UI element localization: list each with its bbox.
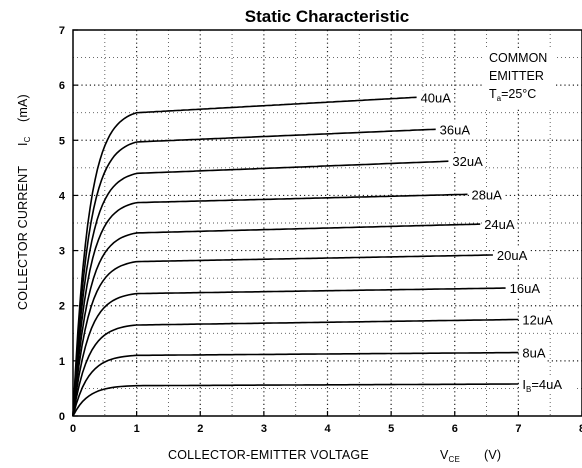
curve-label-40uA: 40uA	[421, 90, 452, 105]
x-tick-label: 7	[515, 423, 521, 435]
curves	[72, 96, 519, 417]
condition-annotation: COMMON EMITTER Ta=25°C	[484, 48, 554, 108]
curve-label-bg	[450, 154, 485, 171]
x-tick-label: 4	[324, 423, 331, 435]
curve-label-32uA: 32uA	[452, 154, 483, 169]
y-tick-label: 0	[59, 411, 65, 423]
y-axis-label: COLLECTOR CURRENT	[16, 166, 30, 310]
y-tick-label: 2	[59, 301, 65, 313]
curve-label-bg	[507, 281, 542, 298]
curve-4uA	[72, 383, 519, 417]
y-axis-symbol: IC	[16, 136, 32, 146]
curve-label-16uA: 16uA	[510, 281, 541, 296]
x-axis-symbol: VCE	[440, 448, 460, 464]
curve-label-bg	[482, 217, 517, 234]
y-tick-label: 1	[59, 356, 65, 368]
x-tick-label: 0	[70, 423, 76, 435]
curve-label-36uA: 36uA	[440, 122, 471, 137]
tick-marks	[72, 29, 582, 417]
curve-label-12uA: 12uA	[522, 313, 553, 328]
y-tick-label: 6	[59, 80, 65, 92]
y-tick-labels: 0 1 2 3 4 5 6 7	[59, 25, 66, 423]
x-tick-label: 3	[261, 423, 267, 435]
x-tick-label: 1	[134, 423, 140, 435]
y-tick-label: 7	[59, 25, 65, 37]
y-tick-label: 5	[59, 135, 65, 147]
y-tick-label: 3	[59, 246, 65, 258]
curve-28uA	[72, 193, 468, 417]
curve-label-24uA: 24uA	[484, 217, 515, 232]
curve-label-bg	[418, 90, 453, 107]
x-tick-label: 8	[579, 423, 582, 435]
x-axis-unit: (V)	[484, 448, 501, 462]
y-axis-unit: (mA)	[16, 94, 30, 122]
curve-16uA	[72, 287, 506, 417]
curve-labels: IB=4uA 8uA 12uA 16uA 20uA 24uA 28uA 32uA 36uA 40u…	[418, 90, 577, 394]
chart-title: Static Characteristic	[245, 7, 409, 26]
curve-label-8uA: 8uA	[522, 346, 545, 361]
y-tick-label: 4	[59, 190, 66, 202]
curve-label-bg	[494, 247, 529, 264]
curve-label-20uA: 20uA	[497, 248, 528, 263]
curve-label-bg	[437, 122, 472, 139]
annotation-line2: EMITTER	[489, 69, 544, 83]
curve-8uA	[72, 351, 519, 417]
y-axis-label-group: COLLECTOR CURRENT IC (mA)	[16, 94, 32, 310]
curve-36uA	[72, 128, 436, 417]
curve-label-bg	[520, 312, 555, 329]
x-tick-label: 2	[197, 423, 203, 435]
curve-20uA	[72, 254, 493, 417]
x-tick-label: 5	[388, 423, 394, 435]
curve-label-4uA: IB=4uA	[522, 377, 562, 394]
curve-40uA	[72, 96, 417, 417]
annotation-line3: Ta=25°C	[489, 87, 536, 103]
curve-label-bg	[520, 345, 547, 362]
curve-24uA	[72, 223, 481, 417]
annotation-line1: COMMON	[489, 51, 547, 65]
curve-label-28uA: 28uA	[471, 187, 502, 202]
curve-label-bg	[520, 377, 577, 394]
x-tick-labels: 0 1 2 3 4 5 6 7 8	[70, 423, 582, 435]
curve-label-bg	[469, 187, 504, 204]
curve-32uA	[72, 160, 449, 417]
x-tick-label: 6	[452, 423, 458, 435]
x-axis-label: COLLECTOR-EMITTER VOLTAGE	[168, 448, 369, 462]
curve-12uA	[72, 318, 519, 417]
